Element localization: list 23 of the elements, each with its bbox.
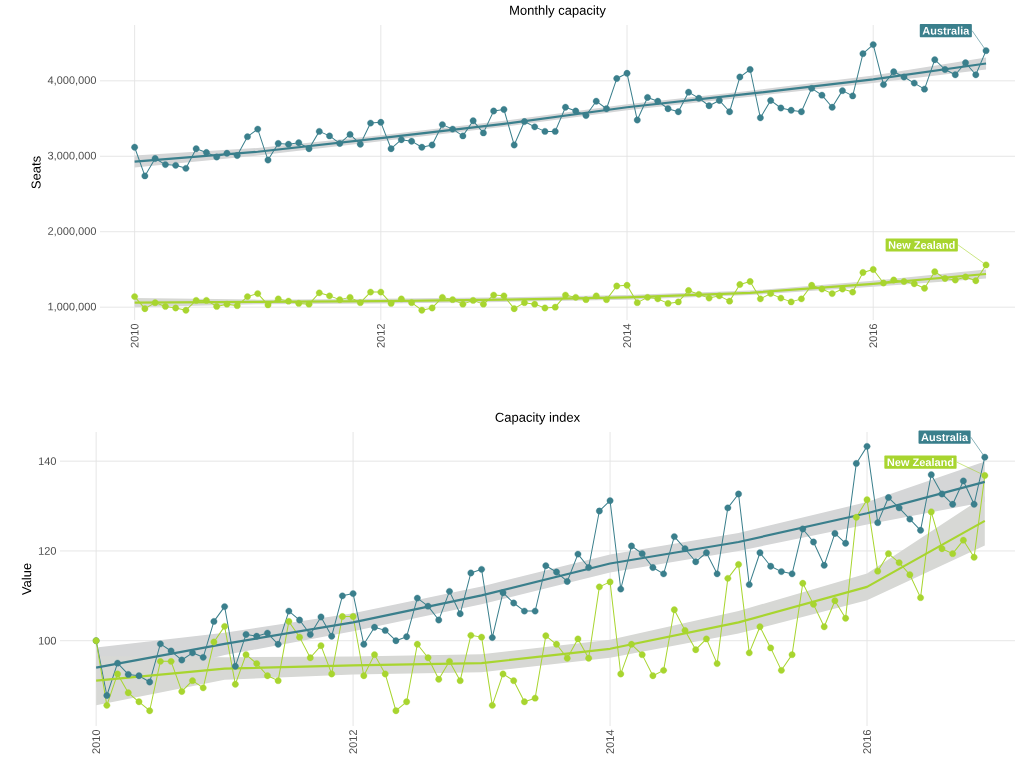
x-tick-label: 2016 <box>869 324 878 348</box>
x-tick-label: 2014 <box>606 729 614 754</box>
y-axis-title: Seats <box>31 156 41 189</box>
series-label: Australia <box>921 433 969 442</box>
x-tick-label: 2016 <box>863 730 871 754</box>
chart-title: Monthly capacity <box>510 5 606 18</box>
y-tick-label: 3,000,000 <box>47 151 97 161</box>
y-tick-label: 4,000,000 <box>47 76 97 86</box>
x-tick-label: 2010 <box>130 323 139 348</box>
y-axis-title: Value <box>21 563 32 596</box>
x-tick-label: 2010 <box>92 729 101 754</box>
x-tick-label: 2014 <box>623 323 631 348</box>
legend-label: New Zealand <box>887 458 954 467</box>
y-tick-label: 140 <box>38 457 57 466</box>
chart-title: Capacity index <box>495 412 580 425</box>
series-label: Australia <box>922 26 970 35</box>
y-tick-label: 1,000,000 <box>48 302 97 312</box>
text: New Zealand <box>888 240 955 249</box>
x-tick-label: 2012 <box>349 730 357 754</box>
y-tick-label: 2,000,000 <box>48 227 97 237</box>
y-tick-label: 100 <box>38 636 57 645</box>
x-tick-label: 2012 <box>376 324 385 348</box>
y-tick-label: 120 <box>38 547 57 555</box>
